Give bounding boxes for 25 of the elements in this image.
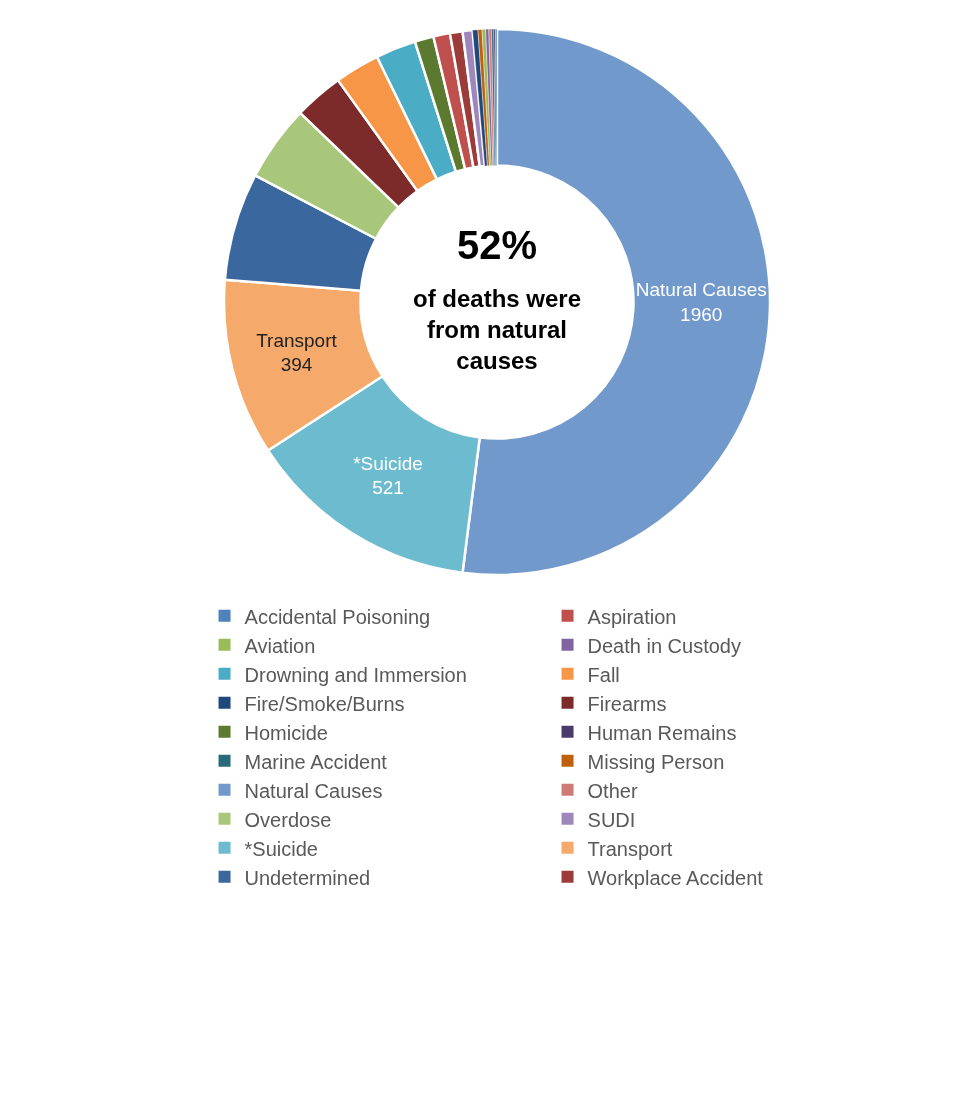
legend-label: Natural Causes: [244, 779, 383, 802]
text: of deaths were from natural causes: [413, 285, 582, 375]
data-label: *Suicide 521: [353, 452, 423, 499]
legend-label: Accidental Poisoning: [244, 605, 431, 628]
legend-label: Workplace Accident: [587, 866, 764, 889]
legend-label: Fire/Smoke/Burns: [244, 692, 405, 715]
legend-label: Aspiration: [587, 605, 677, 628]
legend-label: Firearms: [587, 692, 667, 715]
legend-label: Undetermined: [244, 866, 371, 889]
legend-label: Human Remains: [587, 721, 737, 744]
legend-label: Other: [587, 779, 638, 802]
legend-label: Transport: [587, 837, 673, 860]
legend-label: *Suicide: [244, 837, 318, 860]
legend-label: Fall: [587, 663, 620, 686]
data-label: Transport 394: [256, 329, 338, 376]
legend-label: Aviation: [244, 634, 316, 657]
legend-label: Marine Accident: [244, 750, 388, 773]
data-label: Natural Causes 1960: [635, 279, 767, 325]
legend-label: Missing Person: [587, 750, 725, 773]
legend-label: Drowning and Immersion: [244, 663, 467, 686]
legend-label: Homicide: [244, 721, 328, 744]
legend-label: Death in Custody: [587, 634, 741, 657]
legend-label: Overdose: [244, 808, 332, 831]
legend-label: SUDI: [587, 808, 636, 831]
text: 52%: [457, 223, 538, 267]
